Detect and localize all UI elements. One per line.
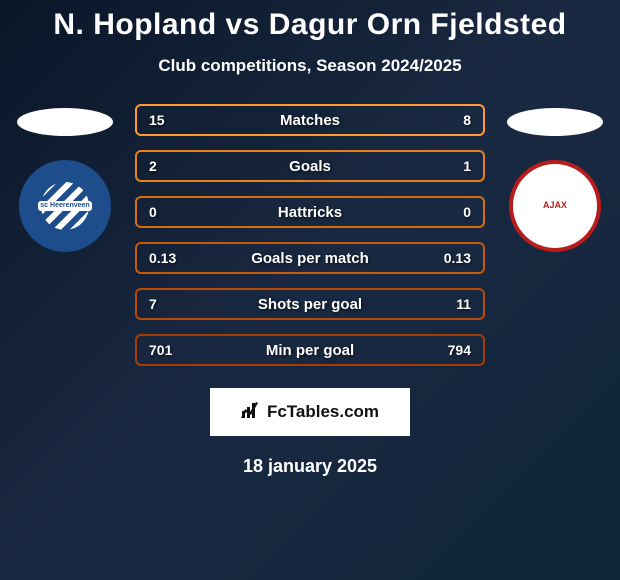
stat-right-value: 0.13 [435, 250, 471, 266]
stat-right-value: 1 [435, 158, 471, 174]
stat-row: 0.13 Goals per match 0.13 [135, 242, 485, 274]
stat-left-value: 0.13 [149, 250, 185, 266]
player-silhouette-left [17, 108, 113, 136]
stat-right-value: 794 [435, 342, 471, 358]
stats-column: 15 Matches 8 2 Goals 1 0 Hattricks 0 0.13 Goals pe… [135, 104, 485, 366]
stat-left-value: 15 [149, 112, 185, 128]
left-club-column: sc Heerenveen [15, 104, 115, 252]
stat-right-value: 11 [435, 296, 471, 312]
stat-row: 2 Goals 1 [135, 150, 485, 182]
club-logo-heerenveen: sc Heerenveen [19, 160, 111, 252]
stat-right-value: 8 [435, 112, 471, 128]
club-logo-label: sc Heerenveen [38, 201, 91, 211]
stat-row: 701 Min per goal 794 [135, 334, 485, 366]
brand-text: FcTables.com [267, 402, 379, 422]
subtitle: Club competitions, Season 2024/2025 [0, 56, 620, 76]
right-club-column: AJAX [505, 104, 605, 252]
stat-label: Matches [280, 112, 340, 129]
date-label: 18 january 2025 [0, 456, 620, 477]
stat-left-value: 7 [149, 296, 185, 312]
stat-right-value: 0 [435, 204, 471, 220]
chart-icon [241, 401, 261, 424]
stat-left-value: 2 [149, 158, 185, 174]
stat-label: Goals [289, 158, 331, 175]
stat-label: Goals per match [251, 250, 369, 267]
stat-label: Min per goal [266, 342, 354, 359]
club-logo-label: AJAX [543, 201, 567, 211]
stat-row: 7 Shots per goal 11 [135, 288, 485, 320]
stat-label: Hattricks [278, 204, 342, 221]
brand-badge: FcTables.com [210, 388, 410, 436]
club-logo-ajax: AJAX [509, 160, 601, 252]
infographic-container: N. Hopland vs Dagur Orn Fjeldsted Club c… [0, 0, 620, 477]
stat-left-value: 701 [149, 342, 185, 358]
content-area: sc Heerenveen 15 Matches 8 2 Goals 1 0 Hattrick… [0, 104, 620, 366]
player-silhouette-right [507, 108, 603, 136]
stat-label: Shots per goal [258, 296, 362, 313]
stat-left-value: 0 [149, 204, 185, 220]
stat-row: 0 Hattricks 0 [135, 196, 485, 228]
page-title: N. Hopland vs Dagur Orn Fjeldsted [0, 8, 620, 42]
stat-row: 15 Matches 8 [135, 104, 485, 136]
